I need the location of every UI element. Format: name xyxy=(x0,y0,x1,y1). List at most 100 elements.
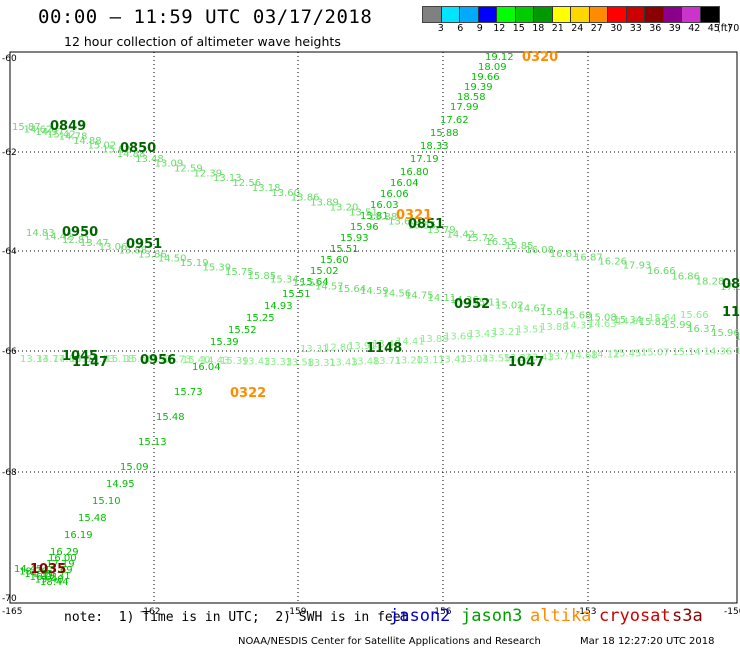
swh-value: 15.51 xyxy=(330,244,359,255)
lat-label: -68 xyxy=(2,468,17,478)
swh-value: 16.80 xyxy=(400,167,429,178)
swh-value: 15.02 xyxy=(310,266,339,277)
swh-value: 15.07 xyxy=(641,348,670,359)
swh-value: 14.45 xyxy=(14,564,43,575)
swh-value: 14.42 xyxy=(44,231,73,242)
swh-value: 13.33 xyxy=(20,354,49,365)
color-scale-bar xyxy=(422,6,720,23)
swh-value: 14.88 xyxy=(73,136,102,147)
swh-value: 14.97 xyxy=(35,127,64,138)
swh-value: 16.04 xyxy=(390,178,419,189)
color-swatch xyxy=(460,7,479,22)
track-time-label: 0320 xyxy=(522,50,558,65)
swh-value: 16.26 xyxy=(598,257,627,268)
legend-altika: altika xyxy=(530,606,592,626)
swh-value: 13.33 xyxy=(264,357,293,368)
track-time-label: 1047 xyxy=(508,355,544,370)
lat-label: -62 xyxy=(2,148,17,158)
lat-label: -66 xyxy=(2,347,17,357)
color-scale-label: 42 xyxy=(688,23,701,34)
color-swatch xyxy=(534,7,553,22)
color-swatch xyxy=(571,7,590,22)
lat-lon-grid xyxy=(10,52,737,603)
swh-value: 16.33 xyxy=(485,237,514,248)
lon-label: -150 xyxy=(724,607,740,617)
color-swatch xyxy=(497,7,516,22)
swh-value: 15.02 xyxy=(88,140,117,151)
swh-value: 14.85 xyxy=(24,569,53,580)
swh-value: 15.10 xyxy=(92,496,121,507)
swh-value: 15.64 xyxy=(338,284,367,295)
swh-value: 15.08 xyxy=(588,313,617,324)
swh-value: 15.72 xyxy=(735,346,740,357)
color-scale-label: 18 xyxy=(532,23,545,34)
swh-value: 16.04 xyxy=(192,362,221,373)
swh-value: 14.59 xyxy=(360,286,389,297)
lat-label: -60 xyxy=(2,54,17,64)
color-swatch xyxy=(423,7,442,22)
swh-value: 15.96 xyxy=(350,222,379,233)
swh-value: 13.04 xyxy=(460,354,489,365)
swh-value: 17.69 xyxy=(44,565,73,576)
track-time-label: 0849 xyxy=(50,119,86,134)
lon-label: -156 xyxy=(431,607,452,617)
swh-value: 13.89 xyxy=(310,198,339,209)
swh-value: 13.43 xyxy=(242,357,271,368)
swh-value: 15.56 xyxy=(125,354,154,365)
track-time-label: 1035 xyxy=(30,562,66,577)
swh-value: 13.88 xyxy=(420,334,449,345)
swh-value: 15.64 xyxy=(540,307,569,318)
legend-jason2: jason2 xyxy=(389,606,451,626)
track-time-label: 0951 xyxy=(126,237,162,252)
swh-value: 15.87 xyxy=(12,122,41,133)
swh-value: 14.95 xyxy=(106,479,135,490)
swh-value: 13.17 xyxy=(416,355,445,366)
swh-value: 15.14 xyxy=(672,347,701,358)
swh-value: 15.39 xyxy=(203,263,232,274)
color-scale-label: 6 xyxy=(457,23,464,34)
swh-value: 19.31 xyxy=(42,571,71,582)
swh-value: 13.51 xyxy=(349,207,378,218)
track-time-label: 11 xyxy=(722,305,740,320)
swh-value: 13.79 xyxy=(427,225,456,236)
swh-value: 12.56 xyxy=(232,178,261,189)
swh-value: 13.88 xyxy=(118,246,147,257)
swh-value: 15.19 xyxy=(180,258,209,269)
footer-timestamp: Mar 18 12:27:20 UTC 2018 xyxy=(580,636,715,647)
swh-value: 13.60 xyxy=(388,216,417,227)
swh-value: 15.39 xyxy=(210,337,239,348)
swh-value: 16.03 xyxy=(370,200,399,211)
swh-value: 17.93 xyxy=(623,261,652,272)
swh-value: 13.43 xyxy=(329,357,358,368)
swh-value: 15.73 xyxy=(174,387,203,398)
swh-value: 15.03 xyxy=(86,354,115,365)
color-swatch xyxy=(515,7,534,22)
axis-labels: -60 -62 -64 -66 -68 -70 -165 -162 -159 -156 -153 -1… xyxy=(2,54,740,617)
swh-value: 13.43 xyxy=(438,355,467,366)
legend-note: note: 1) Time is in UTC; 2) SWH is in fe… xyxy=(64,610,409,625)
swh-value: 15.93 xyxy=(340,233,369,244)
swh-value: 14.62 xyxy=(24,124,53,135)
swh-value: 16.37 xyxy=(687,324,716,335)
swh-value: 13.43 xyxy=(525,352,554,363)
color-swatch xyxy=(608,7,627,22)
chart-subtitle: 12 hour collection of altimeter wave hei… xyxy=(64,34,341,49)
swh-value: 17.99 xyxy=(450,102,479,113)
swh-value: 16.86 xyxy=(671,271,700,282)
swh-value: 13.55 xyxy=(482,353,511,364)
track-time-label: 1148 xyxy=(366,341,402,356)
swh-value: 13.48 xyxy=(135,154,164,165)
swh-value: 16.61 xyxy=(550,249,579,260)
color-scale-label: 33 xyxy=(629,23,642,34)
swh-value: 13.20 xyxy=(330,202,359,213)
swh-value: 18.58 xyxy=(457,92,486,103)
swh-value: 14.75 xyxy=(405,291,434,302)
swh-value: 13.77 xyxy=(547,352,576,363)
swh-value: 15.09 xyxy=(120,462,149,473)
color-scale-label: 27 xyxy=(590,23,603,34)
swh-value: 13.91 xyxy=(348,341,377,352)
swh-value: 17.19 xyxy=(410,154,439,165)
swh-value: 13.58 xyxy=(285,358,314,369)
lon-label: -165 xyxy=(2,607,22,617)
